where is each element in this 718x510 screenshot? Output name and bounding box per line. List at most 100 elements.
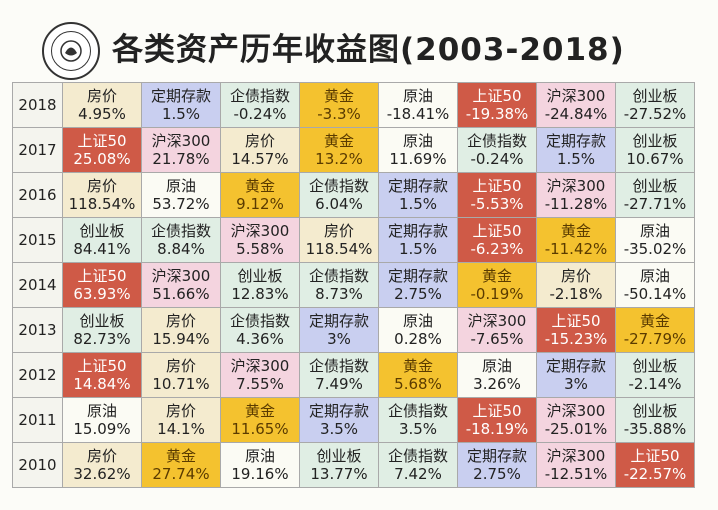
asset-cell: 房价 118.54%: [299, 217, 379, 263]
asset-cell: 房价 14.1%: [141, 397, 221, 443]
asset-return: 12.83%: [231, 285, 289, 303]
asset-cell: 沪深300 51.66%: [141, 262, 221, 308]
asset-return: 6.04%: [315, 195, 363, 213]
asset-return: 63.93%: [73, 285, 131, 303]
asset-cell: 上证50 -6.23%: [457, 217, 537, 263]
asset-name: 沪深300: [546, 447, 606, 465]
asset-return: 3%: [327, 330, 351, 348]
asset-cell: 定期存款 1.5%: [141, 82, 221, 128]
asset-name: 原油: [244, 447, 275, 465]
asset-cell: 企债指数 8.84%: [141, 217, 221, 263]
asset-cell: 房价 32.62%: [62, 442, 142, 488]
year-label: 2015: [12, 217, 63, 263]
asset-return: 10.67%: [626, 150, 684, 168]
asset-return: -50.14%: [623, 285, 687, 303]
asset-name: 沪深300: [546, 177, 606, 195]
asset-return: 1.5%: [161, 105, 201, 123]
asset-return: 25.08%: [73, 150, 131, 168]
asset-cell: 沪深300 -12.51%: [536, 442, 616, 488]
asset-cell: 创业板 84.41%: [62, 217, 142, 263]
asset-return: -11.42%: [544, 240, 608, 258]
asset-name: 创业板: [79, 222, 125, 240]
asset-cell: 企债指数 8.73%: [299, 262, 379, 308]
table-row: 2015 创业板 84.41% 企债指数 8.84% 沪深300 5.58% 房价 118.54…: [12, 217, 695, 263]
asset-return: 14.57%: [231, 150, 289, 168]
asset-name: 定期存款: [466, 447, 527, 465]
asset-cell: 原油 3.26%: [457, 352, 537, 398]
asset-return: 1.5%: [398, 240, 438, 258]
asset-cell: 创业板 12.83%: [220, 262, 300, 308]
asset-name: 原油: [402, 87, 433, 105]
asset-cell: 沪深300 7.55%: [220, 352, 300, 398]
asset-name: 定期存款: [387, 177, 448, 195]
asset-name: 沪深300: [230, 357, 290, 375]
asset-cell: 沪深300 21.78%: [141, 127, 221, 173]
asset-cell: 创业板 82.73%: [62, 307, 142, 353]
asset-name: 创业板: [237, 267, 283, 285]
asset-cell: 企债指数 6.04%: [299, 172, 379, 218]
table-row: 2013 创业板 82.73% 房价 15.94% 企债指数 4.36% 定期存款 3% 原油 0.…: [12, 307, 695, 353]
asset-name: 定期存款: [545, 132, 606, 150]
year-label: 2012: [12, 352, 63, 398]
asset-return: -5.53%: [470, 195, 524, 213]
logo-seal-icon: [42, 22, 100, 80]
chart-title: 各类资产历年收益图(2003-2018): [112, 32, 625, 68]
asset-return: 3.5%: [398, 420, 438, 438]
asset-cell: 创业板 -35.88%: [615, 397, 695, 443]
asset-return: 2.75%: [473, 465, 521, 483]
asset-return: 21.78%: [152, 150, 210, 168]
asset-cell: 上证50 25.08%: [62, 127, 142, 173]
year-label: 2014: [12, 262, 63, 308]
asset-name: 沪深300: [151, 267, 211, 285]
asset-name: 黄金: [481, 267, 512, 285]
asset-cell: 企债指数 -0.24%: [220, 82, 300, 128]
seal-emblem-icon: [60, 40, 82, 62]
asset-cell: 定期存款 3.5%: [299, 397, 379, 443]
asset-cell: 定期存款 2.75%: [457, 442, 537, 488]
asset-cell: 定期存款 2.75%: [378, 262, 458, 308]
asset-return: 10.71%: [152, 375, 210, 393]
asset-cell: 房价 15.94%: [141, 307, 221, 353]
asset-name: 黄金: [165, 447, 196, 465]
asset-cell: 定期存款 1.5%: [378, 217, 458, 263]
asset-return: 84.41%: [73, 240, 131, 258]
year-label: 2013: [12, 307, 63, 353]
asset-return: 7.42%: [394, 465, 442, 483]
asset-return: -0.24%: [233, 105, 287, 123]
asset-return: -25.01%: [544, 420, 608, 438]
table-row: 2018 房价 4.95% 定期存款 1.5% 企债指数 -0.24% 黄金 -3.3% 原油 -1…: [12, 82, 695, 128]
asset-return: 11.65%: [231, 420, 289, 438]
asset-return: -27.71%: [623, 195, 687, 213]
asset-return: 8.73%: [315, 285, 363, 303]
asset-return: 3.26%: [473, 375, 521, 393]
asset-cell: 上证50 63.93%: [62, 262, 142, 308]
asset-name: 黄金: [244, 402, 275, 420]
asset-cell: 沪深300 -11.28%: [536, 172, 616, 218]
asset-cell: 原油 -18.41%: [378, 82, 458, 128]
asset-cell: 上证50 -19.38%: [457, 82, 537, 128]
asset-return: 8.84%: [157, 240, 205, 258]
table-row: 2012 上证50 14.84% 房价 10.71% 沪深300 7.55% 企债指数 7.49…: [12, 352, 695, 398]
asset-name: 上证50: [77, 132, 127, 150]
asset-return: -35.02%: [623, 240, 687, 258]
asset-cell: 定期存款 3%: [299, 307, 379, 353]
asset-return: -22.57%: [623, 465, 687, 483]
asset-name: 房价: [244, 132, 275, 150]
asset-cell: 原油 53.72%: [141, 172, 221, 218]
asset-name: 沪深300: [546, 87, 606, 105]
asset-name: 沪深300: [546, 402, 606, 420]
asset-cell: 黄金 9.12%: [220, 172, 300, 218]
asset-name: 定期存款: [150, 87, 211, 105]
asset-cell: 房价 118.54%: [62, 172, 142, 218]
asset-return: 15.09%: [73, 420, 131, 438]
asset-cell: 黄金 -3.3%: [299, 82, 379, 128]
asset-return: 4.95%: [78, 105, 126, 123]
asset-cell: 黄金 5.68%: [378, 352, 458, 398]
asset-name: 上证50: [472, 87, 522, 105]
asset-return: -0.24%: [470, 150, 524, 168]
asset-name: 沪深300: [230, 222, 290, 240]
table-row: 2011 原油 15.09% 房价 14.1% 黄金 11.65% 定期存款 3.5% 企债指数 3…: [12, 397, 695, 443]
year-label: 2010: [12, 442, 63, 488]
asset-cell: 黄金 -0.19%: [457, 262, 537, 308]
